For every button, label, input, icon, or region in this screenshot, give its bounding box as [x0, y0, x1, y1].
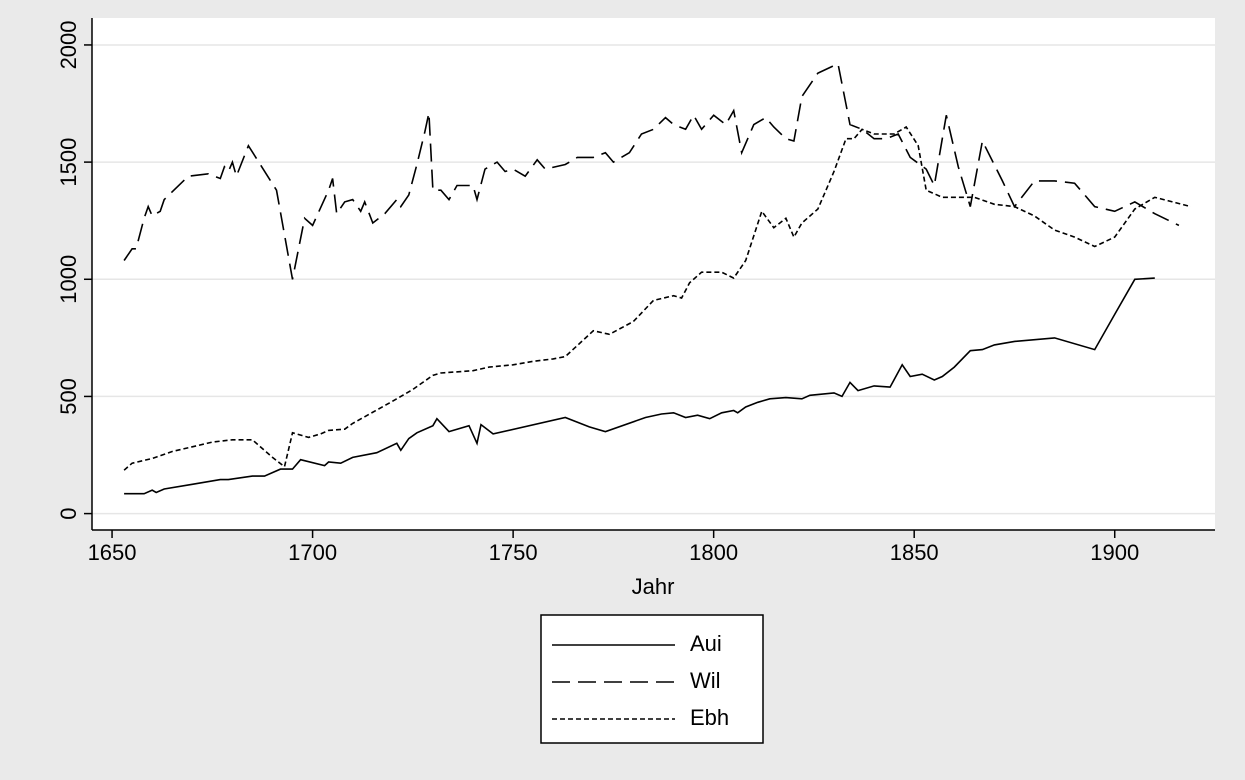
- y-tick-label: 2000: [56, 20, 81, 69]
- x-tick-label: 1750: [489, 540, 538, 565]
- y-tick-label: 1500: [56, 138, 81, 187]
- legend-label: Ebh: [690, 705, 729, 730]
- legend-label: Wil: [690, 668, 721, 693]
- x-tick-label: 1900: [1090, 540, 1139, 565]
- x-tick-label: 1700: [288, 540, 337, 565]
- x-tick-label: 1850: [890, 540, 939, 565]
- line-series: [124, 277, 1155, 495]
- line-series: [123, 62, 1180, 280]
- y-tick-label: 0: [56, 507, 81, 519]
- legend-label: Aui: [690, 631, 722, 656]
- x-tick-label: 1650: [88, 540, 137, 565]
- line-series: [123, 125, 1192, 471]
- y-tick-label: 500: [56, 378, 81, 415]
- y-tick-label: 1000: [56, 255, 81, 304]
- plot-area: [92, 18, 1215, 530]
- x-tick-label: 1800: [689, 540, 738, 565]
- x-axis-title: Jahr: [632, 574, 675, 599]
- legend: [540, 614, 764, 744]
